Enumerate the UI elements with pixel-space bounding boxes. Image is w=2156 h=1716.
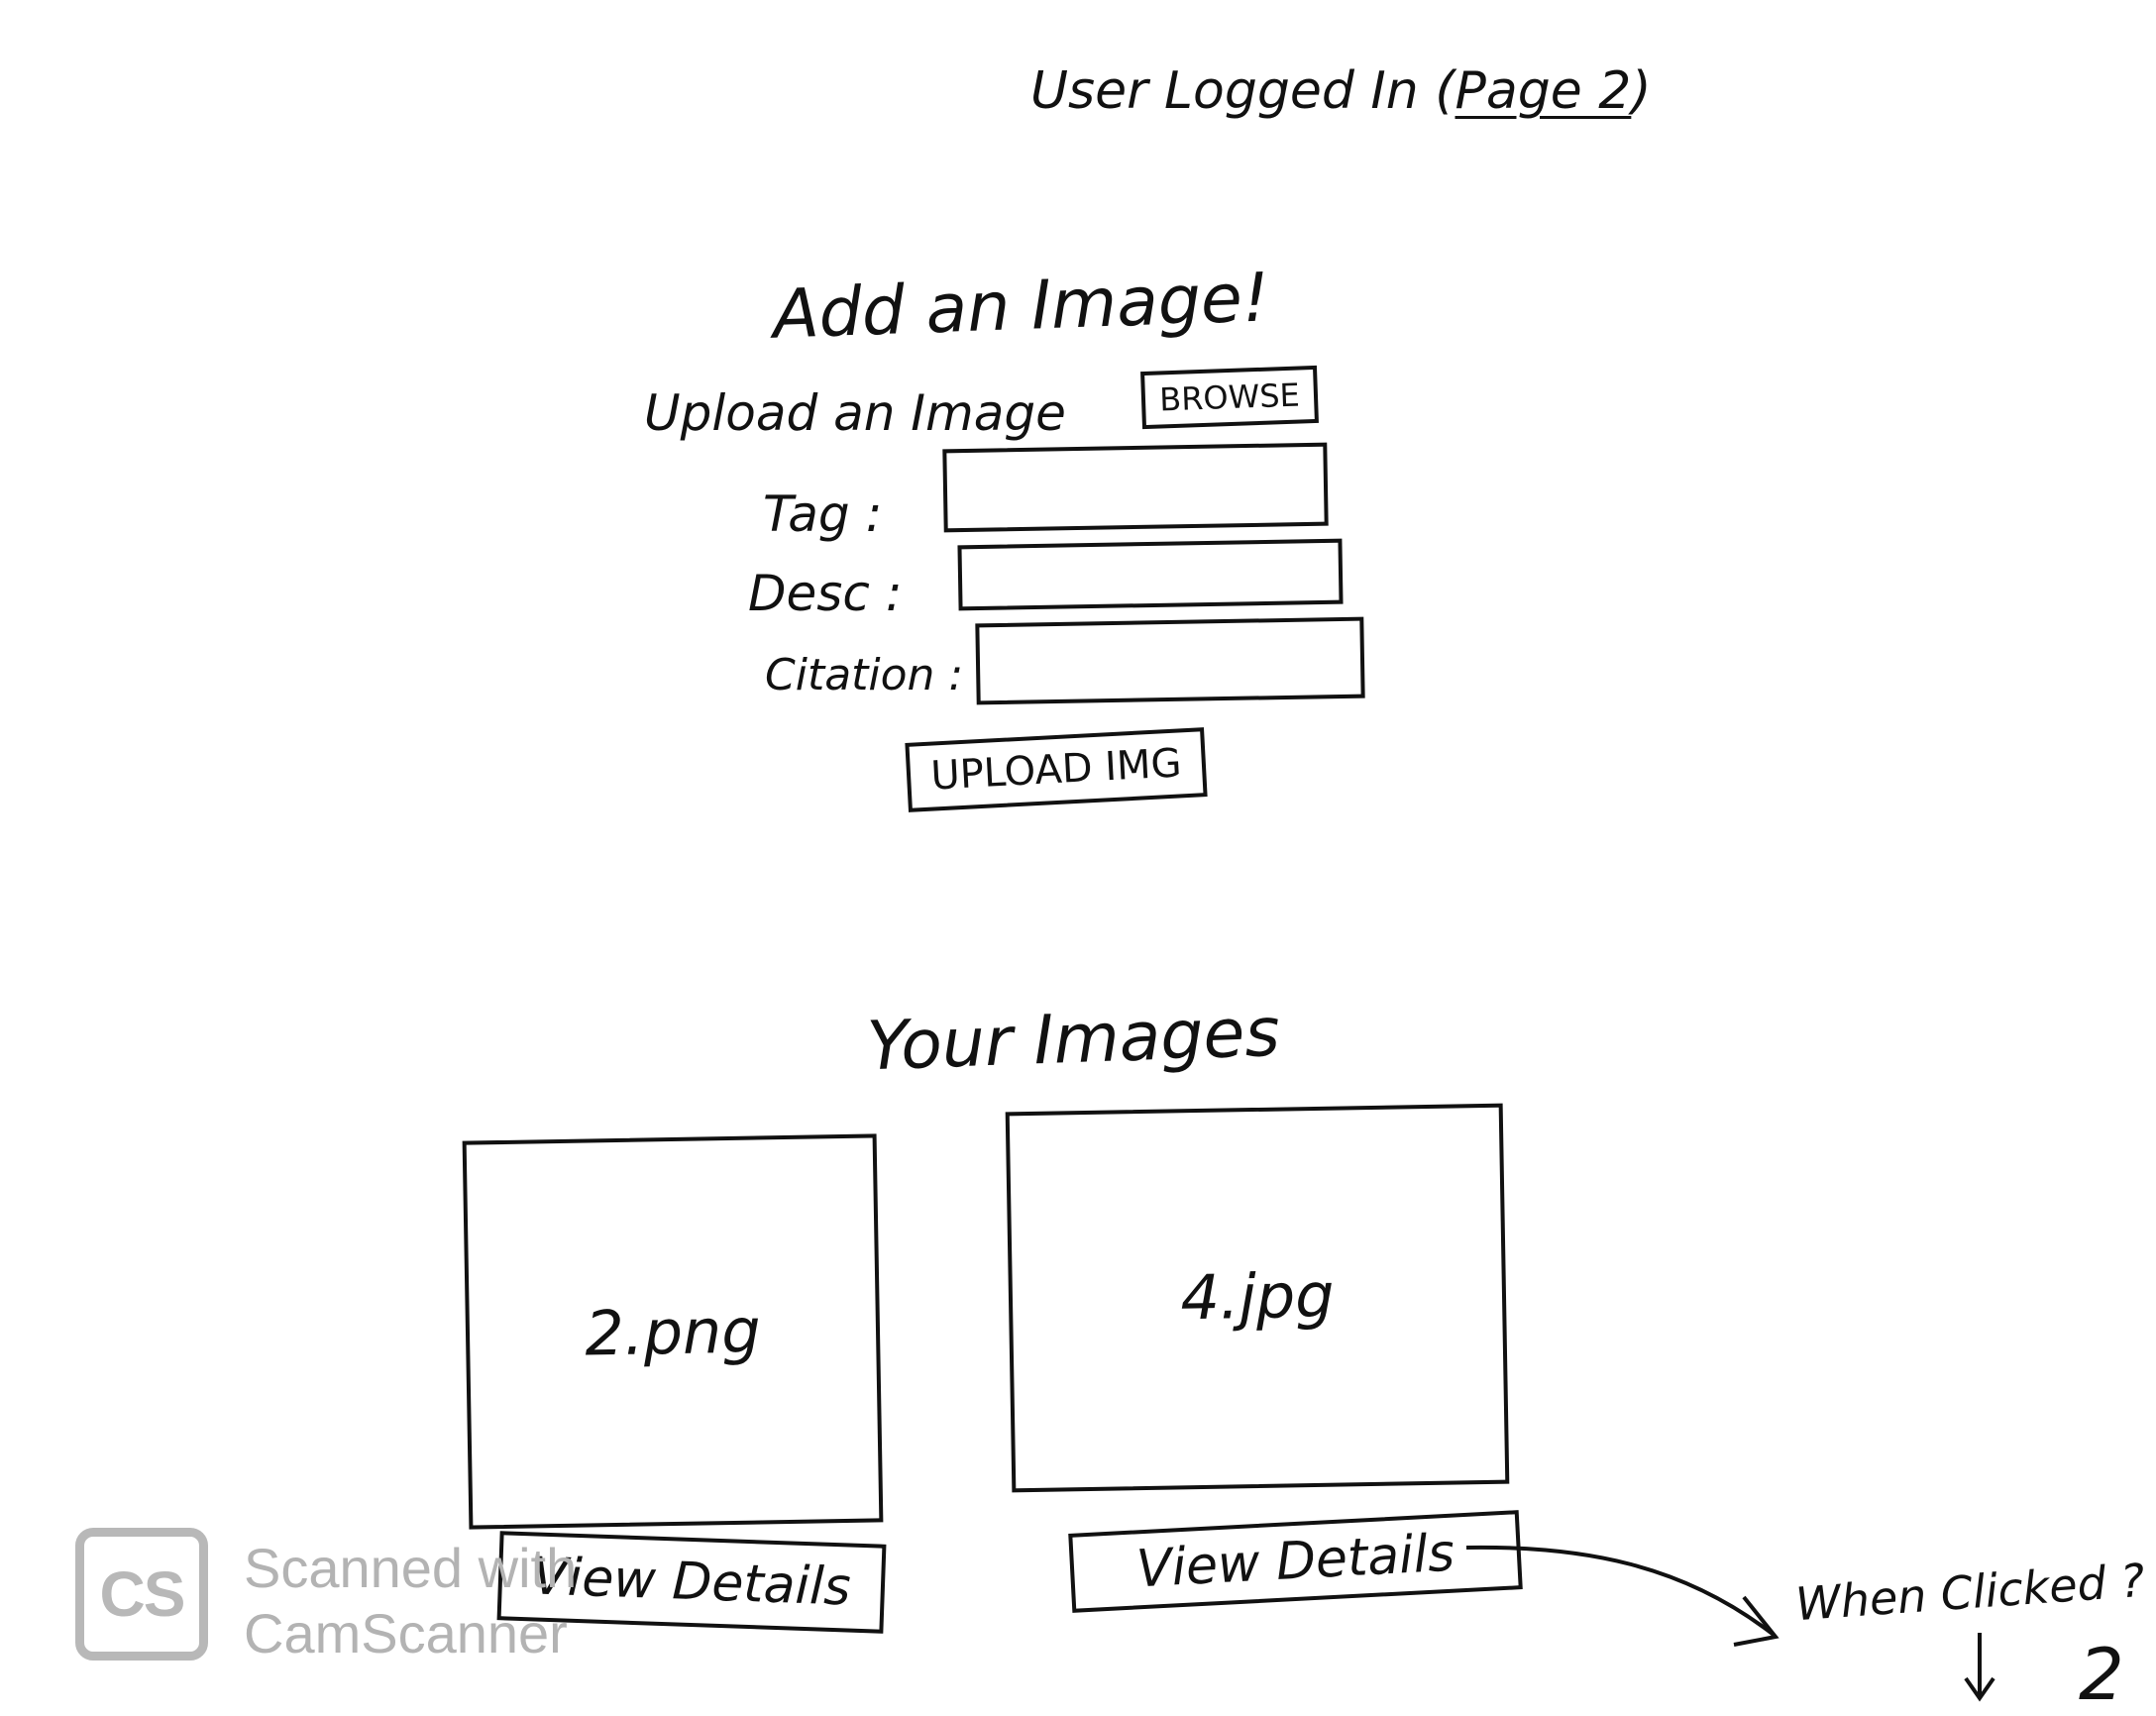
upload-image-label: Upload an Image [644,384,1066,442]
page-title-suffix: ) [1631,61,1652,121]
camscanner-logo: CS [75,1528,208,1661]
citation-label: Citation : [765,650,964,700]
target-page-number: 2 [2079,1633,2124,1716]
desc-label: Desc : [748,565,903,622]
watermark-line1: Scanned with [244,1537,578,1599]
page-title: User Logged In (Page 2) [1030,61,1652,121]
tag-label: Tag : [763,485,883,543]
page-title-page-link: Page 2 [1455,61,1632,121]
page-title-prefix: User Logged In ( [1030,61,1455,121]
watermark-line2: CamScanner [244,1602,568,1664]
